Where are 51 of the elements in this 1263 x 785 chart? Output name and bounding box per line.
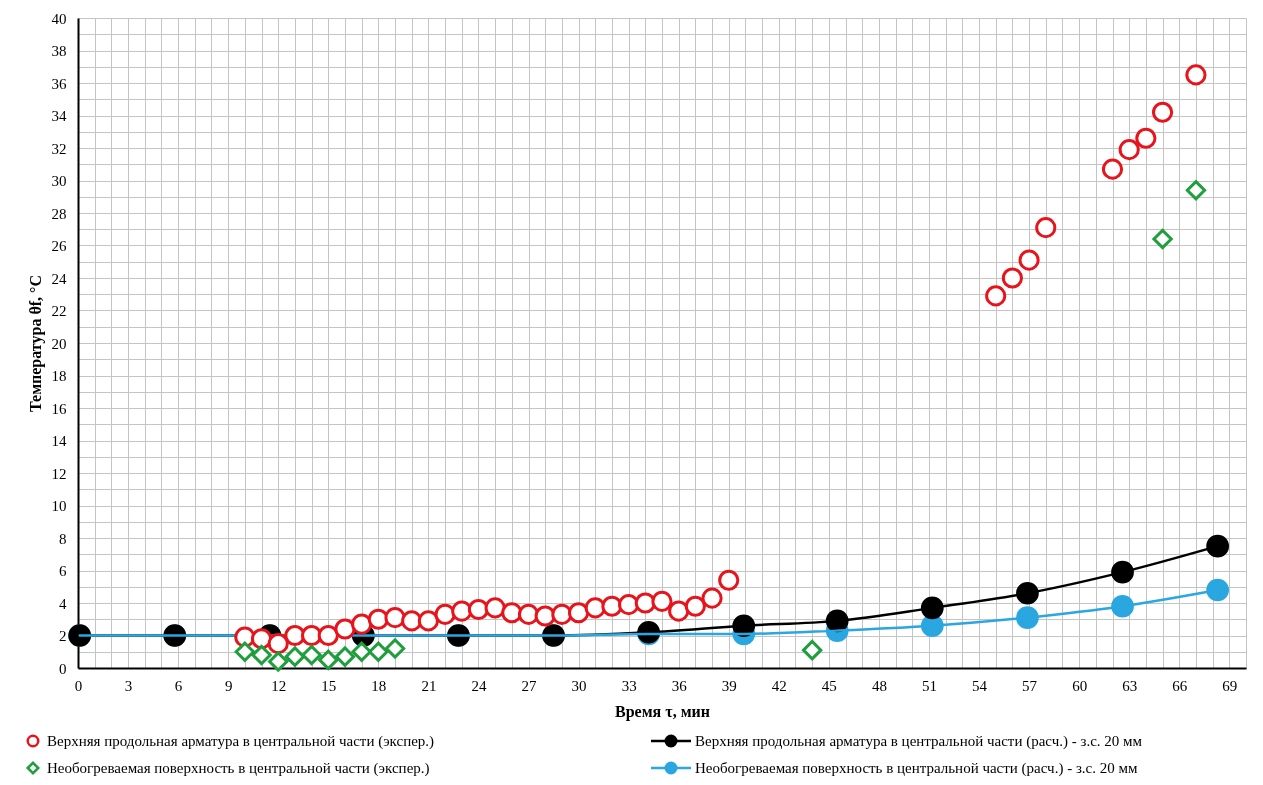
y-tick-label: 12 [51, 465, 67, 482]
y-tick-label: 14 [51, 433, 67, 449]
x-tick-label: 42 [771, 677, 787, 694]
x-tick-label: 57 [1022, 677, 1038, 694]
x-tick-label: 66 [1172, 677, 1188, 694]
y-tick-label: 32 [51, 140, 67, 157]
x-tick-label: 45 [821, 677, 837, 694]
x-tick-label: 30 [571, 677, 587, 694]
x-axis-title: Время τ, мин [615, 702, 710, 721]
x-tick-label: 9 [224, 677, 233, 694]
x-tick-label: 39 [721, 677, 737, 694]
x-tick-label: 3 [124, 677, 133, 694]
y-tick-label: 6 [59, 563, 67, 579]
x-tick-label: 69 [1222, 677, 1238, 694]
x-tick-label: 54 [972, 677, 988, 694]
x-tick-label: 51 [921, 677, 937, 694]
legend-label: Необогреваемая поверхность в центральной части (расч.) - з.с. 20 мм [695, 760, 1138, 777]
x-tick-label: 6 [174, 677, 183, 694]
y-tick-label: 16 [51, 400, 67, 417]
y-tick-label: 2 [59, 628, 67, 644]
y-tick-label: 18 [51, 368, 67, 384]
x-tick-label: 12 [271, 677, 287, 694]
y-tick-label: 8 [59, 530, 67, 547]
y-tick-label: 26 [51, 238, 67, 254]
legend-label: Необогреваемая поверхность в центральной части (экспер.) [47, 760, 430, 777]
y-tick-label: 20 [51, 335, 67, 352]
x-tick-label: 63 [1122, 677, 1138, 694]
y-axis-title: Температура θf, °C [26, 274, 45, 413]
y-tick-label: 28 [51, 205, 67, 222]
y-tick-label: 34 [51, 108, 67, 124]
y-tick-label: 38 [51, 43, 67, 59]
y-tick-label: 40 [51, 10, 67, 27]
x-tick-label: 15 [321, 677, 337, 694]
y-tick-label: 10 [51, 498, 67, 514]
x-tick-label: 24 [471, 677, 487, 694]
x-tick-label: 36 [671, 677, 688, 694]
x-tick-label: 33 [621, 677, 637, 694]
y-tick-label: 24 [51, 270, 67, 287]
y-tick-label: 30 [51, 173, 67, 189]
x-tick-label: 18 [371, 677, 387, 694]
x-tick-label: 27 [521, 677, 538, 694]
legend-label: Верхняя продольная арматура в центральной части (расч.) - з.с. 20 мм [695, 733, 1143, 750]
y-tick-label: 22 [51, 303, 67, 319]
legend-label: Верхняя продольная арматура в центральной части (экспер.) [47, 733, 435, 750]
x-tick-label: 48 [871, 677, 887, 694]
y-tick-label: 0 [59, 660, 67, 677]
y-tick-label: 4 [59, 595, 67, 612]
x-tick-label: 0 [74, 677, 83, 694]
x-tick-label: 21 [421, 677, 437, 694]
y-tick-label: 36 [51, 75, 67, 92]
x-tick-label: 60 [1072, 677, 1088, 694]
